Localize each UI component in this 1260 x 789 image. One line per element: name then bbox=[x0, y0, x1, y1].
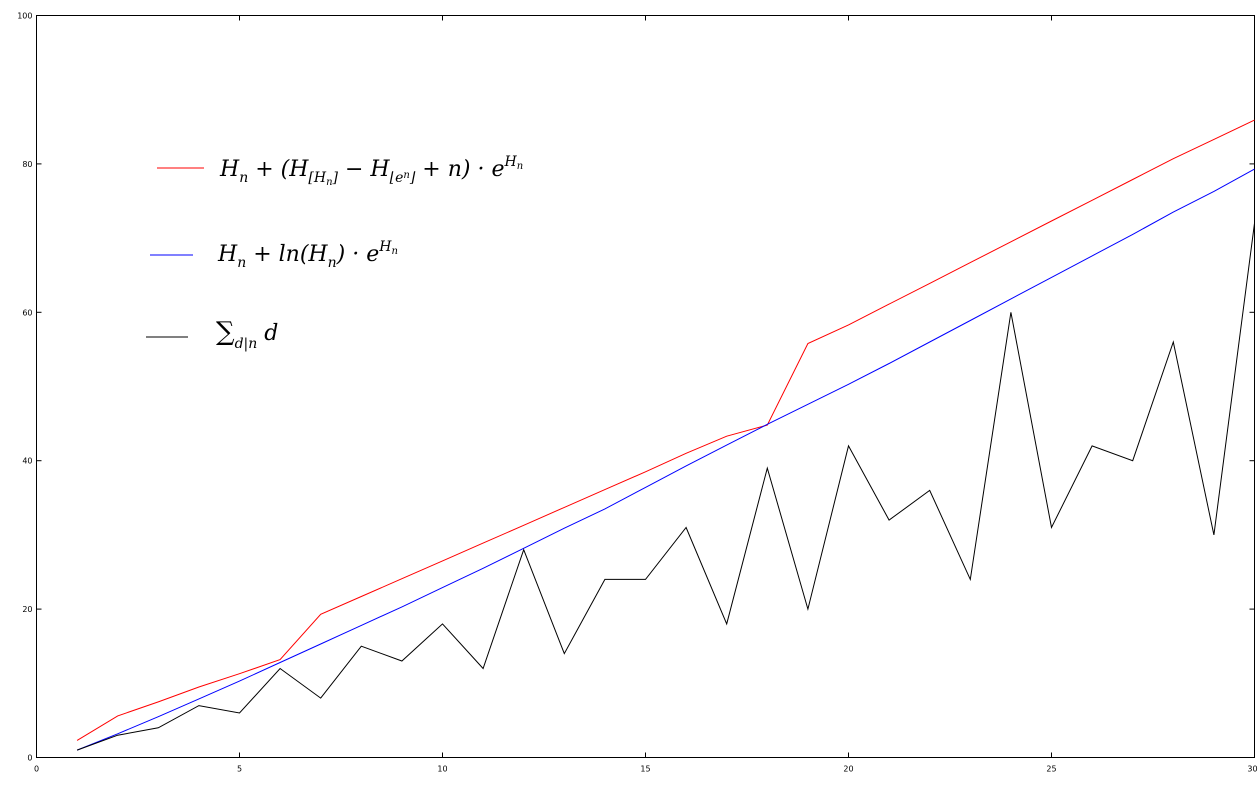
legend-label-1: Hn + (H[Hn] − H⌊en⌋ + n) · eHn bbox=[219, 154, 523, 188]
legend-label-2: Hn + ln(Hn) · eHn bbox=[217, 239, 398, 271]
series-line-red bbox=[76, 119, 1255, 741]
x-tick-label: 25 bbox=[1046, 765, 1056, 774]
x-tick-label: 15 bbox=[640, 765, 650, 774]
legend-label-3: ∑d|n d bbox=[216, 317, 278, 352]
y-tick-label: 0 bbox=[27, 754, 32, 763]
y-tick-label: 100 bbox=[17, 12, 32, 21]
x-tick-label: 30 bbox=[1247, 765, 1257, 774]
y-tick-label: 80 bbox=[22, 160, 32, 169]
series-layer bbox=[76, 119, 1255, 751]
x-tick-label: 0 bbox=[34, 765, 39, 774]
x-tick-label: 10 bbox=[437, 765, 447, 774]
legend: Hn + (H[Hn] − H⌊en⌋ + n) · eHn Hn + ln(H… bbox=[146, 154, 523, 352]
y-tick-label: 40 bbox=[22, 457, 32, 466]
series-line-black bbox=[76, 223, 1255, 751]
plot-frame bbox=[36, 15, 1255, 758]
axis-ticks: 0 5 10 15 20 25 30 0 20 40 60 80 100 bbox=[17, 12, 1257, 774]
x-tick-label: 20 bbox=[843, 765, 853, 774]
y-tick-label: 20 bbox=[22, 605, 32, 614]
y-tick-label: 60 bbox=[22, 308, 32, 317]
x-tick-label: 5 bbox=[237, 765, 242, 774]
series-line-blue bbox=[76, 168, 1255, 751]
